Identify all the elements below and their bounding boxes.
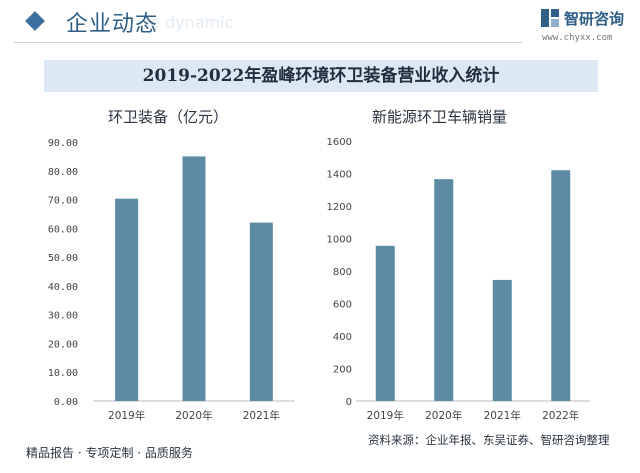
banner-title: 2019-2022年盈峰环境环卫装备营业收入统计 [142, 66, 500, 86]
bar [434, 179, 454, 401]
y-tick-label: 0.00 [54, 397, 78, 408]
y-tick-label: 40.00 [48, 282, 78, 293]
x-tick-label: 2020年 [425, 409, 462, 422]
chart-title: 新能源环卫车辆销量 [372, 108, 507, 126]
footer-slogan: 精品报告 · 专项定制 · 品质服务 [26, 446, 193, 460]
brand-logo-icon [541, 9, 559, 27]
y-tick-label: 60.00 [48, 224, 78, 235]
bar [249, 222, 273, 401]
bar [551, 170, 571, 401]
x-tick-label: 2022年 [542, 409, 579, 422]
y-tick-label: 1200 [327, 202, 352, 213]
y-tick-label: 70.00 [48, 196, 78, 207]
section-header: e dynamic 企业动态 [0, 0, 640, 52]
y-tick-label: 50.00 [48, 253, 78, 264]
y-tick-label: 800 [333, 267, 352, 278]
x-tick-label: 2019年 [367, 409, 404, 422]
x-tick-label: 2021年 [243, 409, 280, 422]
chart-revenue: 环卫装备（亿元） 0.00 10.00 20.00 30.00 40.00 50.00 60.… [48, 108, 295, 422]
chart-banner: 2019-2022年盈峰环境环卫装备营业收入统计 [44, 60, 598, 92]
y-tick-label: 1400 [327, 170, 352, 181]
footer-source: 资料来源：企业年报、东吴证券、智研咨询整理 [368, 433, 610, 447]
bar [182, 156, 206, 401]
y-tick-label: 20.00 [48, 339, 78, 350]
bar [115, 198, 139, 401]
y-tick-label: 1000 [327, 235, 352, 246]
bar [492, 279, 512, 401]
y-tick-label: 0 [346, 397, 352, 408]
y-tick-label: 10.00 [48, 368, 78, 379]
bar [375, 245, 395, 401]
chart-vehicle-sales: 新能源环卫车辆销量 0 200 400 600 800 1000 1200 1400 1600 20… [327, 108, 590, 422]
x-tick-label: 2021年 [484, 409, 521, 422]
header-divider [14, 42, 522, 43]
section-subtitle: e dynamic [150, 13, 234, 32]
x-tick-label: 2020年 [175, 409, 212, 422]
y-tick-label: 30.00 [48, 311, 78, 322]
x-tick-label: 2019年 [108, 409, 145, 422]
y-tick-label: 90.00 [48, 138, 78, 149]
y-tick-label: 200 [333, 365, 352, 376]
brand-url: www.chyxx.com [542, 33, 613, 43]
y-tick-label: 1600 [327, 137, 352, 148]
y-tick-label: 600 [333, 300, 352, 311]
brand-name: 智研咨询 [564, 10, 625, 28]
y-tick-label: 80.00 [48, 167, 78, 178]
chart-title: 环卫装备（亿元） [108, 108, 228, 126]
section-title: 企业动态 [66, 12, 159, 37]
y-tick-label: 400 [333, 332, 352, 343]
